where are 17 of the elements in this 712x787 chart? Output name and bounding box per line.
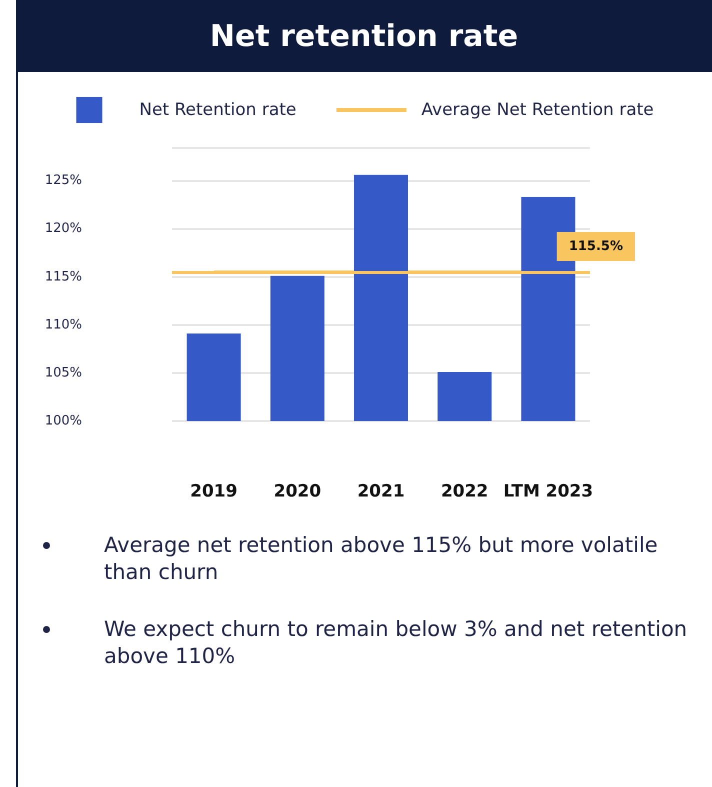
text: Average net retention above 115% but more volatile than churn: [104, 532, 659, 586]
chart-title: Net retention rate: [16, 0, 712, 72]
x-tick-label: 2022: [440, 482, 488, 502]
ref-line-label: 115.5%: [568, 239, 623, 254]
y-tick-label: 105%: [44, 365, 82, 380]
y-tick-label: 115%: [44, 269, 82, 284]
x-tick-label: 2019: [190, 482, 238, 502]
text: We expect churn to remain below 3% and net retention above 110%: [104, 616, 688, 670]
x-tick-label: 2020: [274, 482, 322, 502]
legend-label: Average Net Retention rate: [421, 100, 654, 120]
legend-label: Net Retention rate: [139, 100, 296, 120]
y-tick-label: 110%: [44, 317, 82, 332]
y-tick-label: 100%: [44, 414, 82, 428]
y-tick-label: 120%: [44, 221, 82, 236]
x-tick-label: 2021: [357, 482, 405, 502]
x-tick-label: LTM 2023: [503, 482, 594, 502]
y-tick-label: 125%: [44, 173, 82, 188]
